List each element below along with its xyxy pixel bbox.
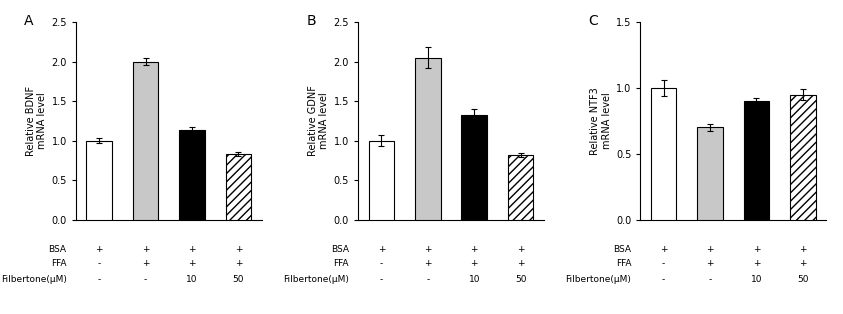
- Text: -: -: [144, 275, 148, 284]
- Text: +: +: [188, 259, 196, 268]
- Text: +: +: [753, 259, 760, 268]
- Text: +: +: [424, 259, 432, 268]
- Text: FFA: FFA: [615, 259, 631, 268]
- Text: FFA: FFA: [51, 259, 67, 268]
- Text: +: +: [188, 245, 196, 254]
- Text: -: -: [708, 275, 711, 284]
- Text: 10: 10: [469, 275, 480, 284]
- Text: +: +: [470, 259, 478, 268]
- Bar: [180, 130, 205, 220]
- Text: 50: 50: [515, 275, 526, 284]
- Text: -: -: [379, 259, 383, 268]
- Text: +: +: [234, 259, 242, 268]
- Text: 10: 10: [186, 275, 198, 284]
- Text: +: +: [706, 245, 714, 254]
- Text: BSA: BSA: [330, 245, 349, 254]
- Bar: [415, 57, 441, 220]
- Text: 50: 50: [797, 275, 808, 284]
- Y-axis label: Relative NTF3
mRNA level: Relative NTF3 mRNA level: [590, 87, 612, 155]
- Text: +: +: [799, 259, 807, 268]
- Text: A: A: [24, 14, 34, 28]
- Text: -: -: [98, 275, 100, 284]
- Text: 50: 50: [233, 275, 244, 284]
- Text: C: C: [588, 14, 599, 28]
- Bar: [86, 141, 112, 220]
- Text: -: -: [662, 275, 665, 284]
- Bar: [744, 101, 770, 220]
- Text: +: +: [234, 245, 242, 254]
- Text: 10: 10: [751, 275, 762, 284]
- Y-axis label: Relative BDNF
mRNA level: Relative BDNF mRNA level: [25, 86, 47, 156]
- Bar: [132, 62, 158, 220]
- Text: -: -: [98, 259, 100, 268]
- Text: +: +: [378, 245, 385, 254]
- Bar: [507, 155, 534, 220]
- Text: BSA: BSA: [49, 245, 67, 254]
- Text: +: +: [424, 245, 432, 254]
- Text: -: -: [662, 259, 665, 268]
- Bar: [651, 88, 676, 220]
- Bar: [790, 95, 816, 220]
- Bar: [368, 141, 395, 220]
- Text: +: +: [517, 245, 524, 254]
- Text: B: B: [306, 14, 316, 28]
- Text: +: +: [517, 259, 524, 268]
- Text: Filbertone(μM): Filbertone(μM): [566, 275, 631, 284]
- Bar: [226, 154, 251, 220]
- Text: +: +: [753, 245, 760, 254]
- Text: +: +: [142, 245, 149, 254]
- Text: +: +: [706, 259, 714, 268]
- Text: +: +: [799, 245, 807, 254]
- Text: +: +: [470, 245, 478, 254]
- Text: BSA: BSA: [613, 245, 631, 254]
- Bar: [461, 115, 487, 220]
- Text: +: +: [142, 259, 149, 268]
- Text: +: +: [95, 245, 103, 254]
- Text: FFA: FFA: [333, 259, 349, 268]
- Text: -: -: [379, 275, 383, 284]
- Text: +: +: [660, 245, 668, 254]
- Text: Filbertone(μM): Filbertone(μM): [283, 275, 349, 284]
- Y-axis label: Relative GDNF
mRNA level: Relative GDNF mRNA level: [308, 85, 330, 156]
- Text: -: -: [427, 275, 429, 284]
- Text: Filbertone(μM): Filbertone(μM): [1, 275, 67, 284]
- Bar: [697, 127, 722, 220]
